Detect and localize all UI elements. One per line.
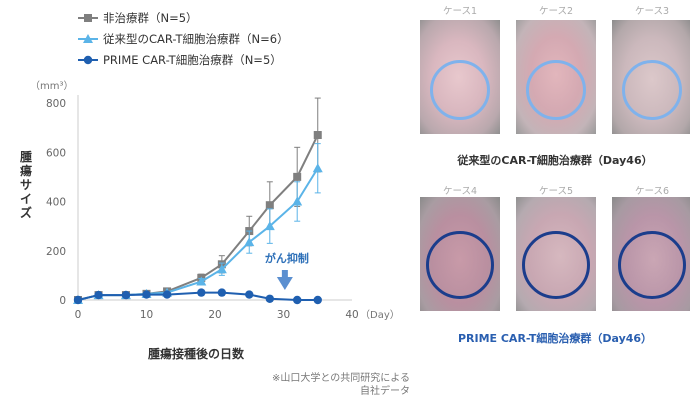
y-tick-label: 400: [46, 197, 66, 209]
y-tick-label: 200: [46, 246, 66, 258]
annotation-arrow-shaft: [281, 270, 288, 278]
data-point: [83, 55, 93, 65]
case-label: ケース5: [538, 186, 574, 197]
legend-label: PRIME CAR-T細胞治療群（N=5）: [103, 53, 282, 67]
case-photo: [612, 197, 690, 311]
data-point: [162, 290, 172, 299]
case-photo: [516, 20, 596, 134]
data-point: [196, 276, 207, 286]
case-label: ケース6: [634, 186, 670, 197]
data-point: [73, 295, 83, 305]
top-photo-caption: 従来型のCAR-T細胞治療群（Day46）: [457, 154, 653, 167]
x-tick-label: 30: [277, 309, 290, 321]
legend-label: 従来型のCAR-T細胞治療群（N=6）: [103, 32, 289, 46]
case-photo: [420, 197, 500, 311]
tumor-outline-ring: [526, 60, 586, 120]
data-point: [197, 288, 206, 297]
y-tick-label: 800: [46, 98, 66, 110]
tumor-outline-ring: [522, 231, 590, 299]
source-note-line: ※山口大学との共同研究による: [272, 373, 410, 384]
data-point: [217, 288, 227, 297]
data-point: [94, 290, 103, 300]
case-label: ケース3: [634, 6, 670, 17]
case-photo: [516, 197, 596, 311]
data-point: [265, 294, 274, 303]
case-label: ケース1: [442, 6, 478, 17]
annotation-arrow-head: [276, 277, 293, 290]
case-photo: [612, 20, 690, 134]
data-point: [244, 237, 255, 247]
data-point: [293, 172, 302, 181]
data-point: [293, 295, 302, 305]
source-note-line: 自社データ: [360, 386, 410, 397]
data-point: [216, 264, 227, 274]
annotation-label: がん抑制: [265, 251, 309, 265]
data-point: [313, 131, 322, 140]
data-point: [83, 34, 93, 43]
data-point: [292, 196, 303, 206]
x-tick-label: 0: [75, 309, 82, 321]
y-axis-label: 腫瘍サイズ: [19, 150, 32, 220]
tumor-growth-chart: 0 200 400 600 800 0 10 20 30 40 （mm³） （Day） 非治療群（N=5…: [30, 11, 400, 321]
case-label: ケース4: [442, 186, 478, 197]
y-unit-label: （mm³）: [30, 80, 74, 92]
case-label: ケース2: [538, 6, 574, 17]
x-tick-label: 10: [140, 309, 153, 321]
data-point: [245, 290, 254, 299]
data-point: [264, 221, 275, 231]
legend-label: 非治療群（N=5）: [103, 11, 198, 25]
data-point: [313, 295, 322, 305]
tumor-outline-ring: [622, 60, 682, 120]
data-point: [84, 14, 92, 22]
x-tick-label: 20: [208, 309, 221, 321]
data-point: [265, 201, 274, 210]
y-tick-label: 600: [46, 147, 66, 159]
bottom-photo-caption: PRIME CAR-T細胞治療群（Day46）: [457, 332, 653, 345]
case-photo: [420, 20, 500, 134]
x-unit-label: （Day）: [360, 309, 400, 321]
tumor-outline-ring: [430, 60, 490, 120]
x-axis-label: 腫瘍接種後の日数: [148, 347, 245, 361]
y-tick-label: 0: [59, 295, 66, 307]
data-point: [312, 163, 323, 173]
source-note: ※山口大学との共同研究による 自社データ: [254, 372, 410, 398]
tumor-outline-ring: [618, 231, 686, 299]
data-point: [142, 290, 151, 299]
data-point: [121, 290, 131, 300]
x-tick-label: 40: [345, 309, 358, 321]
tumor-outline-ring: [426, 231, 494, 299]
